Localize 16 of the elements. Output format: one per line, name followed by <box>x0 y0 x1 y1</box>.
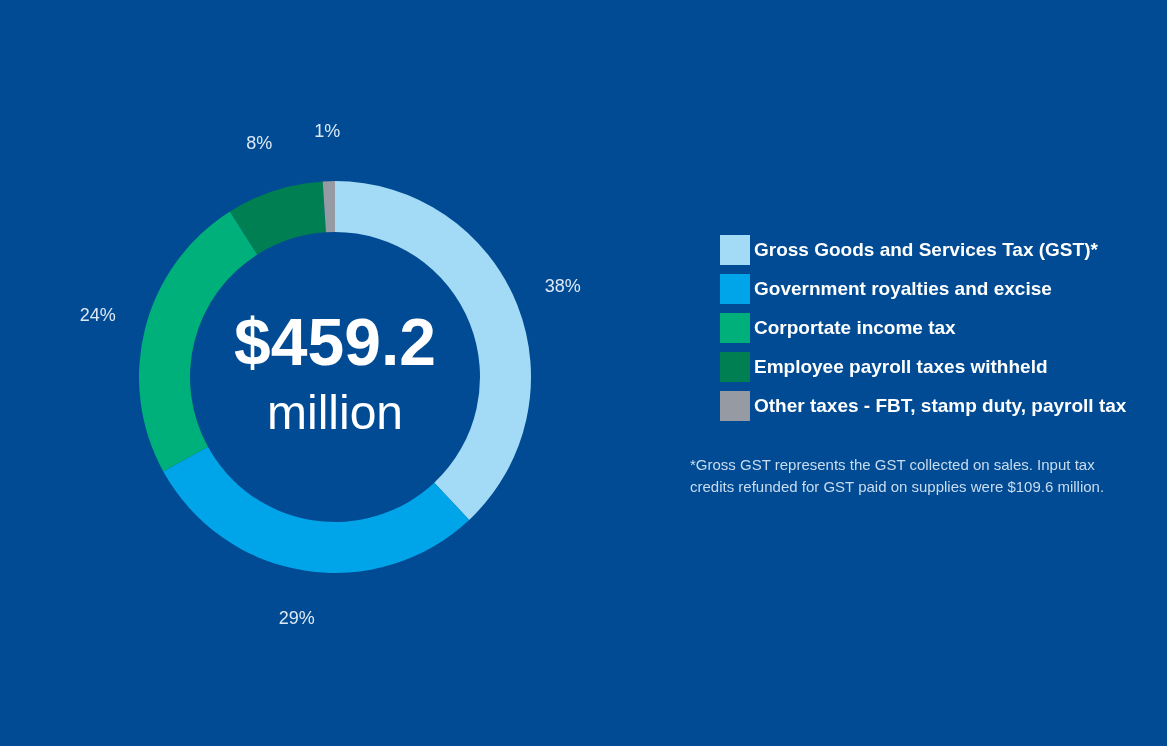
legend-label: Gross Goods and Services Tax (GST)* <box>754 239 1099 260</box>
text: million <box>266 386 404 439</box>
data-label: 1% <box>314 121 341 142</box>
legend-label: Other taxes - FBT, stamp duty, payroll tax <box>754 395 1127 416</box>
legend-label: Government royalties and excise <box>754 278 1052 299</box>
data-label: 8% <box>246 132 273 153</box>
legend-label: Employee payroll taxes withheld <box>754 356 1048 377</box>
legend-label: Corportate income tax <box>754 317 957 338</box>
text: $459.2 <box>234 305 436 379</box>
donut-slice <box>163 446 470 573</box>
data-label: 38% <box>544 275 581 296</box>
donut-slice <box>322 181 335 233</box>
data-label: 29% <box>278 607 315 628</box>
donut-slice <box>229 181 326 255</box>
text: *Gross GST represents the GST collected on sales. Input tax credits refunded for GST paid on supplies were $109.6 million. <box>690 456 1105 495</box>
data-label: 24% <box>79 305 116 326</box>
